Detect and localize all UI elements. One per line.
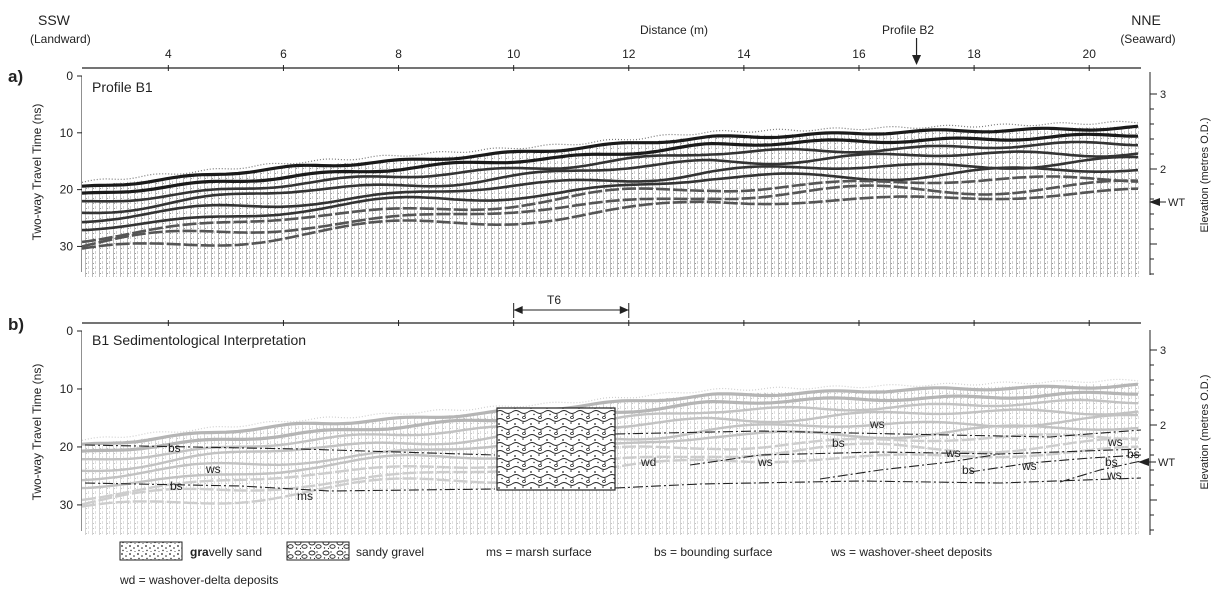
panel-a-twt-0: 0 — [66, 69, 73, 83]
direction-right-sub: (Seaward) — [1120, 32, 1175, 46]
distance-tick-10: 10 — [507, 47, 521, 61]
panel-b-twt-30: 30 — [60, 498, 74, 512]
panel-a-twt-ticks: 0 10 20 30 — [60, 69, 83, 272]
direction-left: SSW — [38, 12, 71, 28]
distance-tick-8: 8 — [395, 47, 402, 61]
annotation-ws-13: ws — [1107, 435, 1123, 449]
panel-b-elev-3: 3 — [1160, 345, 1166, 357]
panel-b: b) Two-way Travel Time (ns) 0 10 20 30 T6 — [8, 293, 1211, 535]
annotation-ws-7: ws — [945, 446, 961, 460]
panel-a-twt-20: 20 — [60, 183, 74, 197]
legend-bs: bs = bounding surface — [654, 545, 773, 559]
annotation-bs-8: bs — [962, 463, 975, 477]
panel-a: a) Two-way Travel Time (ns) 0 10 20 30 Prof… — [8, 65, 1211, 277]
annotation-ws-5: ws — [757, 455, 773, 469]
annotation-ws-9: ws — [1021, 459, 1037, 473]
annotation-ws-1: ws — [205, 462, 221, 476]
panel-a-elev-2: 2 — [1160, 164, 1166, 176]
panel-b-twt-ticks: 0 10 20 30 — [60, 324, 83, 531]
panel-b-title: B1 Sedimentological Interpretation — [92, 332, 306, 348]
legend-gravelly-sand: gravelly sand — [190, 545, 262, 559]
panel-b-elev-2: 2 — [1160, 420, 1166, 432]
legend: gravelly sand sandy gravel ms = marsh su… — [119, 541, 992, 587]
annotation-bs-6: bs — [832, 436, 845, 450]
panel-b-wt-label: WT — [1158, 457, 1175, 469]
distance-tick-4: 4 — [165, 47, 172, 61]
panel-a-elev-label: Elevation (metres O.D.) — [1199, 118, 1211, 233]
distance-tick-20: 20 — [1083, 47, 1097, 61]
annotation-bs-2: bs — [170, 479, 183, 493]
trench-label: T6 — [547, 293, 561, 307]
panel-a-wt-label: WT — [1168, 197, 1185, 209]
bounding-surfaces — [84, 429, 1141, 492]
legend-wd: wd = washover-delta deposits — [119, 573, 278, 587]
distance-tick-labels: 4 6 8 10 12 14 16 18 20 — [165, 47, 1096, 61]
annotation-ws-14: ws — [869, 417, 885, 431]
annotation-wd-4: wd — [640, 455, 656, 469]
panel-b-twt-0: 0 — [66, 324, 73, 338]
panel-b-twt-20: 20 — [60, 440, 74, 454]
panel-b-twt-10: 10 — [60, 382, 74, 396]
panel-a-elev-3: 3 — [1160, 89, 1166, 101]
legend-sandy-gravel-swatch — [286, 541, 350, 561]
profile-b2-arrow — [912, 38, 922, 65]
panel-a-letter: a) — [8, 67, 23, 86]
panel-b-elev-label: Elevation (metres O.D.) — [1199, 375, 1211, 490]
annotation-bs-10: bs — [1105, 455, 1118, 469]
panel-a-y-label: Two-way Travel Time (ns) — [30, 104, 44, 241]
distance-tick-14: 14 — [737, 47, 751, 61]
distance-tick-16: 16 — [852, 47, 866, 61]
legend-ws: ws = washover-sheet deposits — [830, 545, 992, 559]
direction-right: NNE — [1131, 12, 1161, 28]
legend-ms: ms = marsh surface — [486, 545, 592, 559]
annotation-ws-11: ws — [1106, 468, 1122, 482]
direction-left-sub: (Landward) — [30, 32, 91, 46]
panel-b-letter: b) — [8, 315, 24, 334]
top-header: SSW (Landward) NNE (Seaward) Distance (m… — [30, 12, 1176, 65]
panel-b-elevation-axis: 3 2 Elevation (metres O.D.) WT — [1138, 330, 1211, 535]
panel-b-y-label: Two-way Travel Time (ns) — [30, 364, 44, 501]
panel-a-title: Profile B1 — [92, 79, 153, 95]
annotation-bs-12: bs — [1127, 447, 1140, 461]
panel-a-twt-10: 10 — [60, 126, 74, 140]
distance-tick-6: 6 — [280, 47, 287, 61]
trench-t6-marker: T6 — [513, 293, 630, 318]
trench-log — [496, 407, 616, 491]
profile-b2-label: Profile B2 — [882, 23, 934, 37]
legend-sandy-gravel: sandy gravel — [356, 545, 424, 559]
annotation-bs-0: bs — [168, 441, 181, 455]
panel-a-twt-30: 30 — [60, 239, 74, 253]
legend-gravelly-sand-swatch — [119, 541, 183, 561]
distance-tick-12: 12 — [622, 47, 636, 61]
annotation-ms-3: ms — [297, 489, 313, 503]
panel-a-elevation-axis: 3 2 Elevation (metres O.D.) WT — [1149, 72, 1211, 275]
distance-axis-label: Distance (m) — [640, 23, 708, 37]
panel-a-radargram — [82, 75, 1141, 277]
distance-tick-18: 18 — [967, 47, 981, 61]
